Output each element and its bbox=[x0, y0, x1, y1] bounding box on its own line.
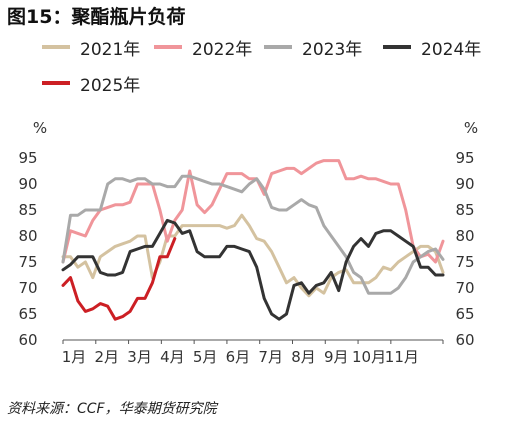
legend-item: 2024年 bbox=[383, 36, 482, 60]
x-tick-label: 10月 bbox=[352, 348, 386, 366]
series-line bbox=[61, 237, 177, 321]
y-tick-label-left: 70 bbox=[18, 279, 37, 297]
y-axis-label-right: % bbox=[464, 119, 478, 137]
y-tick-label-right: 70 bbox=[455, 279, 474, 297]
legend-label: 2025年 bbox=[80, 75, 141, 96]
x-tick-label: 7月 bbox=[258, 348, 283, 366]
y-axis-label-left: % bbox=[33, 119, 47, 137]
x-tick-label: 6月 bbox=[226, 348, 251, 366]
y-tick-label-left: 80 bbox=[18, 227, 37, 245]
series-layer bbox=[61, 159, 445, 321]
y-tick-label-left: 65 bbox=[18, 305, 37, 323]
x-tick-label: 5月 bbox=[193, 348, 218, 366]
legend-swatch bbox=[42, 81, 70, 85]
legend-label: 2024年 bbox=[421, 39, 482, 60]
y-tick-label-left: 60 bbox=[18, 331, 37, 349]
legend-item: 2023年 bbox=[264, 36, 363, 60]
x-tick-label: 2月 bbox=[95, 348, 120, 366]
legend-swatch bbox=[42, 45, 70, 49]
legend-item: 2022年 bbox=[154, 36, 253, 60]
x-tick-label: 4月 bbox=[160, 348, 185, 366]
y-tick-label-left: 75 bbox=[18, 253, 37, 271]
y-tick-label-left: 85 bbox=[18, 201, 37, 219]
x-tick-label: 11月 bbox=[385, 348, 419, 366]
legend: 2021年 2022年 2023年 2024年 2025年 bbox=[0, 0, 519, 110]
y-tick-label-right: 60 bbox=[455, 331, 474, 349]
legend-item: 2025年 bbox=[42, 72, 141, 96]
y-tick-label-right: 90 bbox=[455, 175, 474, 193]
y-tick-label-left: 90 bbox=[18, 175, 37, 193]
y-tick-label-right: 65 bbox=[455, 305, 474, 323]
legend-label: 2023年 bbox=[302, 39, 363, 60]
legend-swatch bbox=[154, 45, 182, 49]
x-tick-label: 3月 bbox=[127, 348, 152, 366]
series-line bbox=[61, 174, 445, 295]
series-line bbox=[61, 218, 445, 321]
legend-label: 2021年 bbox=[80, 39, 141, 60]
y-tick-label-right: 80 bbox=[455, 227, 474, 245]
y-tick-label-left: 95 bbox=[18, 149, 37, 167]
y-tick-label-right: 85 bbox=[455, 201, 474, 219]
series-line bbox=[61, 213, 445, 298]
legend-swatch bbox=[264, 45, 292, 49]
x-tick-label: 1月 bbox=[62, 348, 87, 366]
chart-title: 图15：聚酯瓶片负荷 bbox=[7, 6, 186, 28]
x-tick-label: 9月 bbox=[324, 348, 349, 366]
y-tick-label-right: 75 bbox=[455, 253, 474, 271]
y-tick-label-right: 95 bbox=[455, 149, 474, 167]
legend-swatch bbox=[383, 45, 411, 49]
legend-label: 2022年 bbox=[192, 39, 253, 60]
x-tick-label: 8月 bbox=[291, 348, 316, 366]
source-note: 资料来源：CCF，华泰期货研究院 bbox=[7, 401, 217, 417]
legend-item: 2021年 bbox=[42, 36, 141, 60]
series-line bbox=[61, 159, 445, 264]
axes: 60 60 65 65 70 70 75 75 80 80 85 85 90 90 95 95 1月 2月 3月 4月… bbox=[18, 149, 474, 366]
